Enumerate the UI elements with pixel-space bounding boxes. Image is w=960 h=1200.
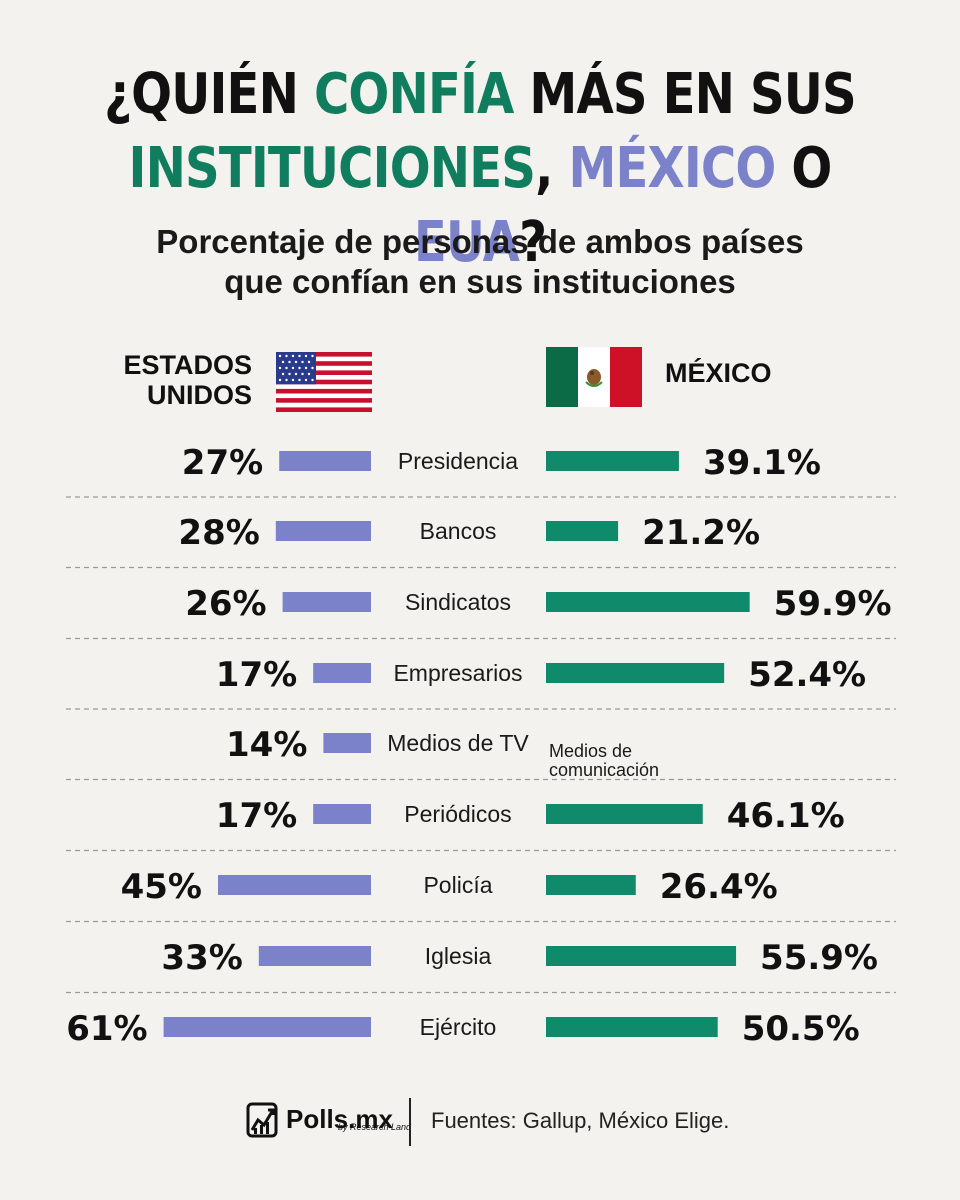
mexico-value-label: 39.1% <box>703 443 821 483</box>
usa-bar <box>323 733 371 753</box>
chart-logo-icon <box>246 1102 278 1138</box>
mexico-value-label: 50.5% <box>742 1009 860 1049</box>
mexico-bar <box>546 1017 718 1037</box>
country-label-line: UNIDOS <box>146 380 252 410</box>
usa-value-label: 17% <box>216 796 297 836</box>
mexico-bar <box>546 804 703 824</box>
mexico-bar <box>546 451 679 471</box>
mexico-category-note-line: Medios de <box>549 741 633 761</box>
category-label: Ejército <box>420 1014 497 1040</box>
title-highlight-confia: CONFÍA <box>313 62 514 127</box>
mexico-bar <box>546 521 619 541</box>
usa-bar <box>279 451 371 471</box>
subtitle-line: que confían en sus instituciones <box>224 263 736 300</box>
usa-value-label: 28% <box>178 513 259 553</box>
title-highlight-instituciones: INSTITUCIONES <box>128 136 536 201</box>
chart-labels: Presidencia 27% 39.1% Bancos 28% 21.2% Sindica… <box>66 443 891 1049</box>
usa-value-label: 27% <box>182 443 263 483</box>
polls-logo: Polls.mx by Research Land <box>246 1098 411 1140</box>
mexico-value-label: 55.9% <box>760 938 878 978</box>
usa-value-label: 33% <box>161 938 242 978</box>
usa-value-label: 17% <box>216 655 297 695</box>
title-part: O <box>775 136 832 201</box>
usa-bar <box>275 521 371 541</box>
logo-text: Polls.mx <box>286 1104 393 1134</box>
mexico-value-label: 59.9% <box>774 584 892 624</box>
subtitle: Porcentaje de personas de ambos países q… <box>0 222 960 302</box>
mexico-value-label: 26.4% <box>660 867 778 907</box>
mexico-value-label: 46.1% <box>727 796 845 836</box>
mexico-category-note-line: comunicación <box>549 760 660 780</box>
usa-bar <box>313 663 371 683</box>
category-label: Bancos <box>420 518 497 544</box>
mexico-bar <box>546 663 725 683</box>
category-label: Sindicatos <box>405 589 511 615</box>
logo-subtext: by Research Land <box>338 1122 412 1132</box>
category-label: Iglesia <box>425 943 492 969</box>
footer-divider <box>409 1098 411 1146</box>
mexico-value-label: 52.4% <box>748 655 866 695</box>
country-label-line: ESTADOS <box>123 350 252 380</box>
category-label: Presidencia <box>398 448 518 474</box>
country-label-mexico: MÉXICO <box>665 358 772 388</box>
country-label-usa: ESTADOS UNIDOS <box>110 350 252 410</box>
subtitle-line: Porcentaje de personas de ambos países <box>156 223 804 260</box>
usa-bar <box>313 804 371 824</box>
title-highlight-mexico: MÉXICO <box>568 136 776 201</box>
mexico-flag-icon <box>546 347 642 407</box>
title-highlight-eua: EUA <box>413 210 520 275</box>
mexico-bars <box>546 451 750 1037</box>
mexico-bar <box>546 946 737 966</box>
page-title: ¿QUIÉN CONFÍA MÁS EN SUS INSTITUCIONES, … <box>67 58 893 280</box>
title-part: ¿QUIÉN <box>104 62 314 127</box>
usa-flag-icon <box>276 352 372 412</box>
category-label: Periódicos <box>404 801 511 827</box>
usa-value-label: 14% <box>226 725 307 765</box>
mexico-value-label: 21.2% <box>642 513 760 553</box>
title-part: MÁS EN SUS <box>513 62 856 127</box>
title-part: , <box>535 136 569 201</box>
usa-bar <box>218 875 371 895</box>
mexico-bar <box>546 875 636 895</box>
category-label: Policía <box>423 872 492 898</box>
usa-value-label: 61% <box>66 1009 147 1049</box>
usa-bar <box>163 1017 371 1037</box>
mexico-category-note: Medios de comunicación <box>549 742 659 780</box>
usa-bar <box>258 946 371 966</box>
category-label: Medios de TV <box>387 730 529 756</box>
source-note: Fuentes: Gallup, México Elige. <box>431 1108 730 1133</box>
mexico-bar <box>546 592 750 612</box>
row-separators <box>66 496 896 994</box>
title-part: ? <box>519 210 547 275</box>
category-label: Empresarios <box>393 660 522 686</box>
usa-bars <box>163 451 371 1037</box>
usa-value-label: 45% <box>121 867 202 907</box>
usa-value-label: 26% <box>185 584 266 624</box>
usa-bar <box>282 592 371 612</box>
